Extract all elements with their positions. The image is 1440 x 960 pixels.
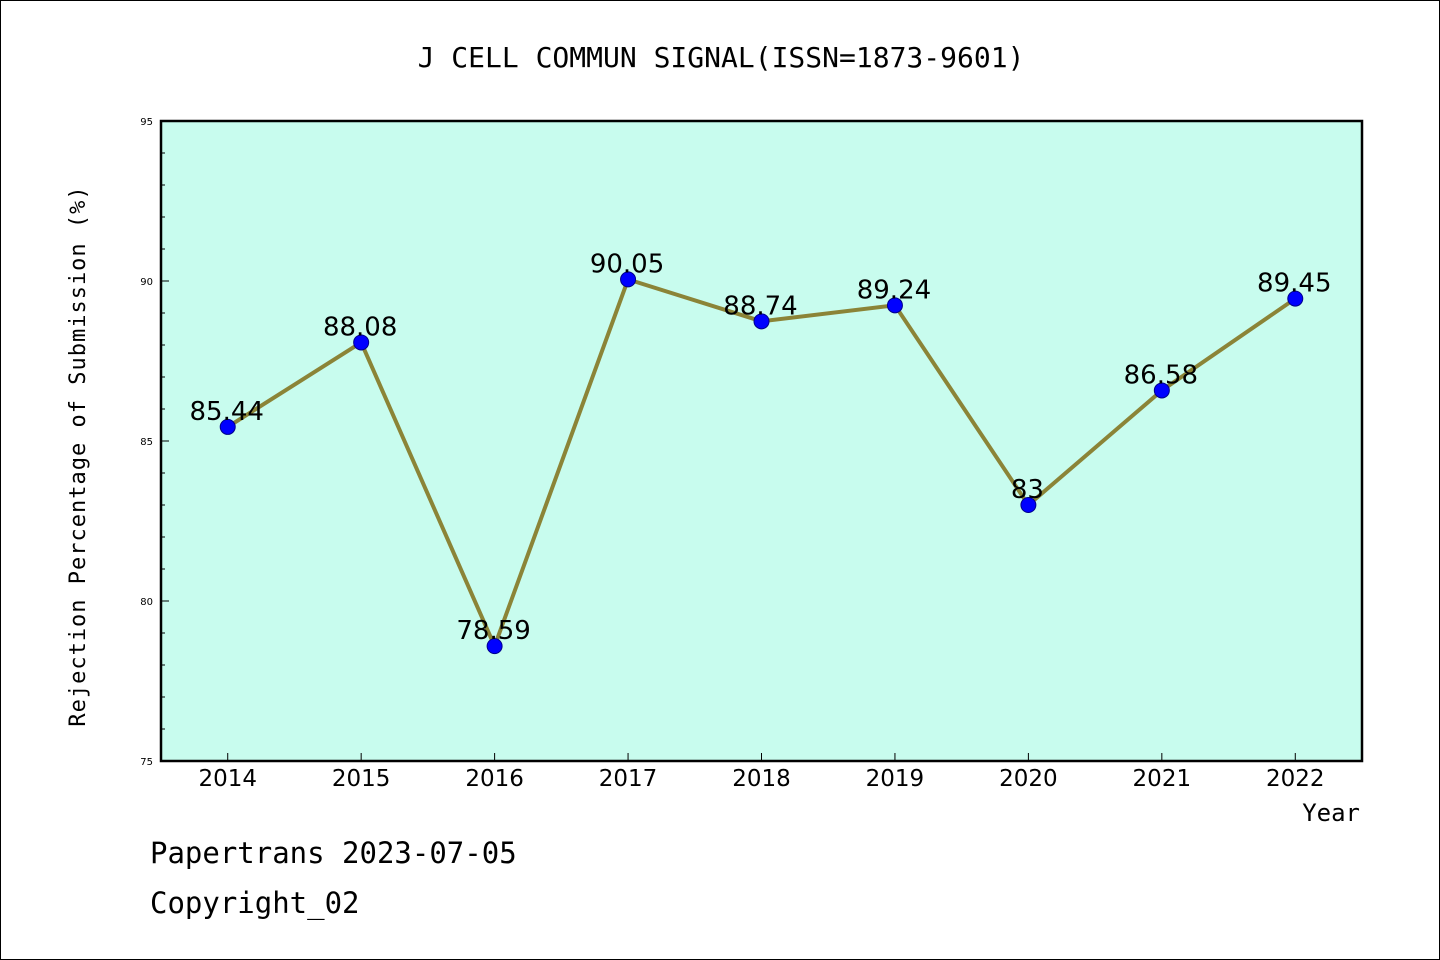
x-tick-label: 2018 bbox=[732, 766, 791, 792]
x-tick-label: 2019 bbox=[866, 766, 925, 792]
data-label: 88.08 bbox=[323, 312, 397, 342]
x-tick-label: 2021 bbox=[1133, 766, 1192, 792]
x-tick-label: 2020 bbox=[999, 766, 1058, 792]
y-axis-label: Rejection Percentage of Submission (%) bbox=[66, 185, 91, 726]
data-point bbox=[886, 297, 903, 314]
y-tick-label: 95 bbox=[140, 117, 153, 128]
data-point bbox=[486, 638, 503, 655]
x-tick-label: 2022 bbox=[1266, 766, 1325, 792]
data-point bbox=[1020, 497, 1037, 513]
x-tick-label: 2017 bbox=[599, 766, 658, 792]
data-point bbox=[1153, 382, 1170, 399]
data-markers bbox=[219, 271, 1304, 655]
x-tick-label: 2015 bbox=[332, 766, 391, 792]
x-tick-label: 2016 bbox=[465, 766, 524, 792]
y-tick-labels: 75 80 85 90 95 bbox=[140, 117, 153, 768]
x-tick-label: 2014 bbox=[198, 766, 257, 792]
data-label: 89.45 bbox=[1257, 269, 1331, 299]
data-label: 88.74 bbox=[723, 291, 797, 321]
x-tick-labels: 2014 2015 2016 2017 2018 2019 2020 2021 2022 bbox=[198, 766, 1324, 792]
data-label: 86.58 bbox=[1124, 360, 1198, 390]
data-label: 90.05 bbox=[590, 249, 664, 279]
footer-copyright: Copyright_02 bbox=[150, 886, 360, 920]
footer-source: Papertrans 2023-07-05 bbox=[150, 836, 517, 870]
x-tick-marks bbox=[227, 753, 1296, 761]
plot-area bbox=[161, 121, 1362, 761]
y-tick-label: 90 bbox=[140, 277, 153, 288]
data-point bbox=[620, 271, 637, 288]
data-label: 85.44 bbox=[190, 397, 264, 427]
data-label: 78.59 bbox=[456, 616, 530, 646]
data-point bbox=[1287, 290, 1304, 307]
y-tick-label: 80 bbox=[140, 597, 153, 608]
data-labels: 85.44 88.08 78.59 90.05 88.74 89.24 83 86.58 89.… bbox=[190, 249, 1332, 646]
data-label: 89.24 bbox=[857, 275, 931, 305]
y-tick-label: 75 bbox=[140, 757, 153, 768]
data-point bbox=[219, 418, 236, 435]
data-label: 83 bbox=[1011, 475, 1044, 505]
plot-frame bbox=[159, 119, 1364, 763]
chart-title: J CELL COMMUN SIGNAL(ISSN=1873-9601) bbox=[418, 41, 1025, 74]
x-axis-label: Year bbox=[1302, 799, 1360, 827]
y-tick-label: 85 bbox=[140, 437, 153, 448]
data-point bbox=[353, 334, 370, 351]
data-point bbox=[753, 313, 770, 330]
